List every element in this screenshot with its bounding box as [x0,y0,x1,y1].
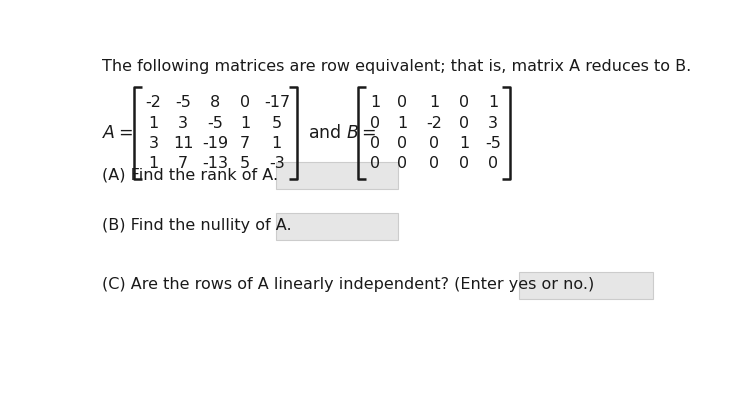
Text: 3: 3 [178,115,188,131]
Text: -5: -5 [175,95,191,110]
FancyBboxPatch shape [276,162,398,189]
Text: (C) Are the rows of A linearly independent? (Enter yes or no.): (C) Are the rows of A linearly independe… [103,277,595,293]
Text: 3: 3 [149,136,159,151]
Text: -13: -13 [202,156,228,171]
Text: 1: 1 [397,115,407,131]
Text: 1: 1 [429,95,439,110]
Text: 0: 0 [459,156,469,171]
Text: 1: 1 [370,95,381,110]
Text: 1: 1 [149,115,159,131]
Text: -17: -17 [264,95,290,110]
Text: (B) Find the nullity of A.: (B) Find the nullity of A. [103,218,292,233]
Text: 1: 1 [459,136,469,151]
Text: 11: 11 [173,136,194,151]
Text: -3: -3 [269,156,285,171]
Text: 3: 3 [488,115,498,131]
Text: 1: 1 [488,95,498,110]
Text: 1: 1 [240,115,251,131]
Text: The following matrices are row equivalent; that is, matrix A reduces to B.: The following matrices are row equivalen… [103,59,692,74]
Text: $A =$: $A =$ [103,124,134,142]
Text: 0: 0 [370,115,380,131]
Text: 0: 0 [370,136,380,151]
Text: 1: 1 [272,136,282,151]
Text: -2: -2 [426,115,442,131]
Text: 7: 7 [240,136,250,151]
Text: 0: 0 [397,95,407,110]
Text: and $B =$: and $B =$ [308,124,377,142]
Text: -5: -5 [207,115,222,131]
Text: 0: 0 [459,115,469,131]
Text: 0: 0 [397,156,407,171]
Text: -5: -5 [485,136,501,151]
Text: 5: 5 [240,156,250,171]
FancyBboxPatch shape [276,212,398,240]
Text: 0: 0 [429,156,439,171]
Text: 0: 0 [459,95,469,110]
Text: 0: 0 [370,156,380,171]
FancyBboxPatch shape [520,272,653,299]
Text: 0: 0 [397,136,407,151]
Text: 5: 5 [272,115,282,131]
Text: 1: 1 [149,156,159,171]
Text: 0: 0 [488,156,498,171]
Text: 7: 7 [178,156,188,171]
Text: 8: 8 [210,95,220,110]
Text: (A) Find the rank of A.: (A) Find the rank of A. [103,167,279,182]
Text: 0: 0 [429,136,439,151]
Text: -2: -2 [146,95,162,110]
Text: 0: 0 [240,95,250,110]
Text: -19: -19 [202,136,228,151]
